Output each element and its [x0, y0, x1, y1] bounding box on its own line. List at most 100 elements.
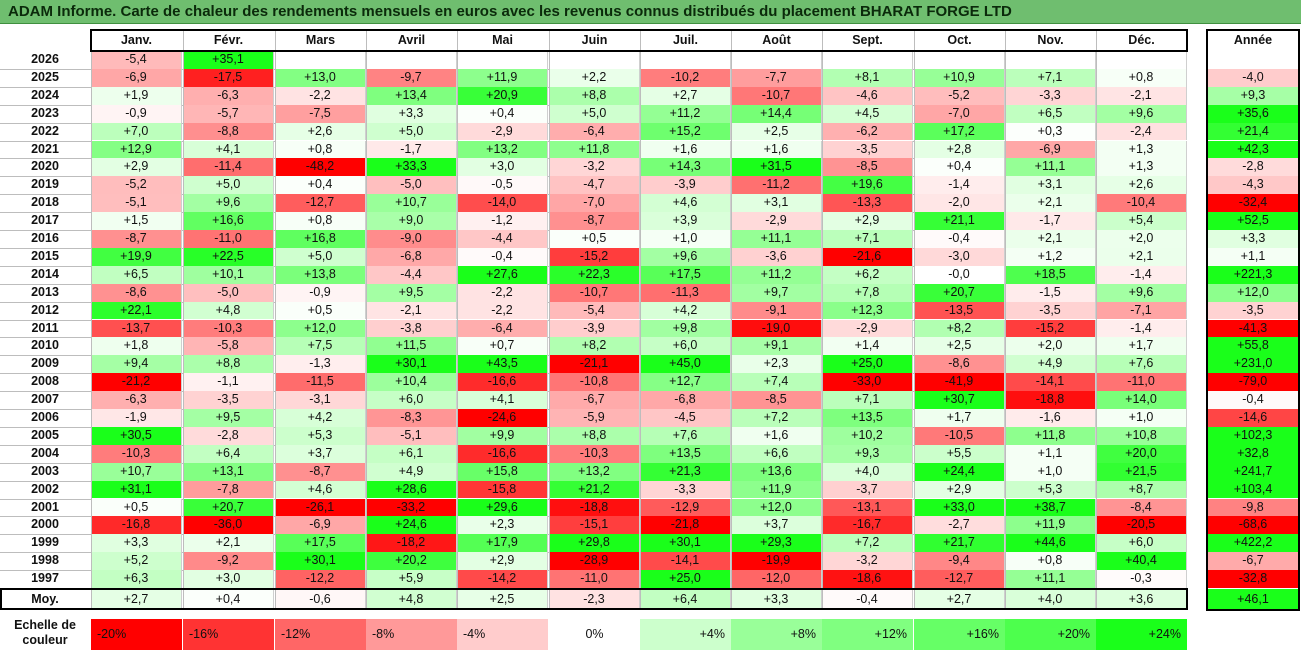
heatmap-cell: +9,0: [366, 212, 457, 230]
heatmap-cell: -2,0: [914, 194, 1005, 213]
heatmap-cell: +7,1: [1005, 68, 1096, 87]
annual-cell: +42,3: [1208, 140, 1298, 159]
heatmap-cell: [914, 51, 1005, 69]
heatmap-cell: +28,6: [366, 480, 457, 499]
heatmap-cell: -3,9: [549, 319, 640, 338]
column-divider: [640, 30, 641, 609]
heatmap-cell: +30,1: [366, 355, 457, 374]
heatmap-cell: +19,6: [822, 176, 913, 195]
heatmap-cell: +4,6: [275, 480, 366, 499]
heatmap-cell: +6,5: [1005, 104, 1096, 123]
heatmap-cell: -12,0: [731, 570, 822, 588]
heatmap-cell: [731, 51, 822, 69]
annual-cell: -68,6: [1208, 516, 1298, 535]
heatmap-cell: +10,1: [183, 265, 274, 284]
month-header: Sept.: [852, 33, 883, 47]
heatmap-cell: +14,4: [731, 104, 822, 123]
heatmap-cell: -12,9: [640, 498, 731, 517]
heatmap-cell: +24,4: [914, 462, 1005, 481]
heatmap-cell: +2,9: [822, 212, 913, 230]
column-divider: [183, 30, 184, 609]
heatmap-cell: +22,1: [91, 301, 182, 320]
heatmap-cell: -3,6: [731, 247, 822, 266]
year-label: 2011: [31, 320, 59, 335]
heatmap-cell: -2,2: [275, 86, 366, 105]
heatmap-cell: [1005, 51, 1096, 69]
heatmap-cell: +7,4: [731, 373, 822, 392]
heatmap-cell: -19,9: [731, 552, 822, 571]
heatmap-cell: -5,8: [183, 337, 274, 356]
year-label: 2008: [31, 374, 59, 389]
heatmap-cell: +24,6: [366, 516, 457, 535]
average-cell: +6,4: [640, 589, 731, 609]
heatmap-cell: -6,3: [183, 86, 274, 105]
heatmap-cell: +3,3: [366, 104, 457, 123]
color-scale-step: +4%: [640, 619, 731, 650]
heatmap-cell: +7,6: [640, 426, 731, 445]
average-cell: +3,6: [1096, 589, 1187, 609]
heatmap-cell: +3,9: [640, 212, 731, 230]
heatmap-cell: -14,1: [640, 552, 731, 571]
heatmap-cell: +4,9: [1005, 355, 1096, 374]
heatmap-cell: -33,2: [366, 498, 457, 517]
heatmap-cell: +12,9: [91, 140, 182, 159]
heatmap-cell: +8,8: [549, 86, 640, 105]
heatmap-cell: +1,6: [731, 140, 822, 159]
year-label: 2022: [31, 123, 59, 138]
heatmap-cell: -16,8: [91, 516, 182, 535]
heatmap-cell: +1,0: [1005, 462, 1096, 481]
heatmap-cell: -1,4: [914, 176, 1005, 195]
heatmap-cell: -11,2: [731, 176, 822, 195]
heatmap-cell: -7,0: [914, 104, 1005, 123]
heatmap-cell: +9,1: [731, 337, 822, 356]
month-header: Déc.: [1128, 33, 1155, 47]
heatmap-cell: +7,2: [731, 409, 822, 427]
average-cell: -2,3: [549, 589, 640, 609]
heatmap-cell: +2,9: [91, 158, 182, 177]
heatmap-cell: -16,7: [822, 516, 913, 535]
page-title: ADAM Informe. Carte de chaleur des rende…: [0, 0, 1301, 24]
heatmap-cell: +45,0: [640, 355, 731, 374]
heatmap-cell: +33,3: [366, 158, 457, 177]
heatmap-cell: -13,7: [91, 319, 182, 338]
year-label: 2004: [31, 445, 59, 460]
heatmap-cell: +30,1: [640, 534, 731, 553]
annual-cell: -41,3: [1208, 319, 1298, 338]
heatmap-cell: -12,7: [914, 570, 1005, 588]
heatmap-cell: -15,2: [1005, 319, 1096, 338]
heatmap-cell: +9,9: [457, 426, 548, 445]
heatmap-cell: -1,4: [1096, 265, 1187, 284]
annual-cell: -3,5: [1208, 301, 1298, 320]
heatmap-cell: +3,0: [457, 158, 548, 177]
heatmap-cell: +13,2: [549, 462, 640, 481]
heatmap-cell: +18,5: [1005, 265, 1096, 284]
heatmap-cell: -8,3: [366, 409, 457, 427]
column-divider: [457, 30, 458, 609]
heatmap-cell: -5,9: [549, 409, 640, 427]
column-divider: [914, 30, 915, 609]
color-scale-step: -4%: [457, 619, 548, 650]
heatmap-cell: -5,0: [183, 283, 274, 302]
heatmap-cell: -10,8: [549, 373, 640, 392]
heatmap-cell: +6,1: [366, 444, 457, 463]
heatmap-cell: -26,1: [275, 498, 366, 517]
heatmap-cell: +5,3: [275, 426, 366, 445]
heatmap-cell: -7,8: [183, 480, 274, 499]
heatmap-cell: +11,5: [366, 337, 457, 356]
heatmap-cell: -3,5: [183, 391, 274, 409]
heatmap-cell: -0,0: [914, 265, 1005, 284]
heatmap-cell: +2,1: [1005, 230, 1096, 248]
heatmap-cell: -18,2: [366, 534, 457, 553]
color-scale-step: -16%: [183, 619, 274, 650]
heatmap-cell: -21,6: [822, 247, 913, 266]
heatmap-cell: +20,7: [914, 283, 1005, 302]
heatmap-cell: +2,0: [1096, 230, 1187, 248]
heatmap-cell: -5,1: [366, 426, 457, 445]
color-scale-step: -12%: [275, 619, 366, 650]
heatmap-cell: -11,5: [275, 373, 366, 392]
heatmap-cell: -3,7: [822, 480, 913, 499]
year-label: 2000: [31, 517, 59, 532]
annual-cell: +241,7: [1208, 462, 1298, 481]
average-cell: +2,7: [914, 589, 1005, 609]
heatmap-cell: +3,1: [731, 194, 822, 213]
